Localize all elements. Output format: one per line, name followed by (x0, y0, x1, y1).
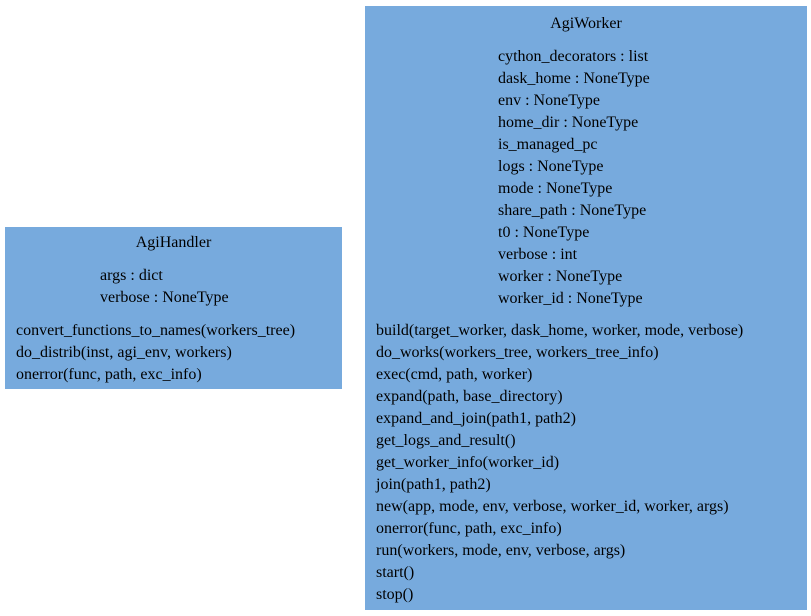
class-box-agihandler: AgiHandler args : dict verbose : NoneTyp… (4, 226, 343, 390)
method-item: expand(path, base_directory) (376, 388, 563, 405)
class-name: AgiWorker (550, 15, 622, 32)
attribute-item: worker : NoneType (498, 268, 623, 285)
class-name: AgiHandler (135, 234, 212, 251)
method-item: onerror(func, path, exc_info) (16, 366, 202, 383)
attribute-item: verbose : int (498, 246, 578, 263)
method-item: build(target_worker, dask_home, worker, … (376, 322, 744, 339)
attribute-item: cython_decorators : list (498, 48, 649, 65)
attribute-item: t0 : NoneType (498, 224, 590, 241)
attribute-list: cython_decorators : list dask_home : Non… (498, 46, 650, 310)
method-item: stop() (376, 586, 414, 603)
attribute-item: mode : NoneType (498, 180, 613, 197)
method-item: expand_and_join(path1, path2) (376, 410, 576, 427)
method-list: convert_functions_to_names(workers_tree)… (16, 320, 295, 386)
method-item: onerror(func, path, exc_info) (376, 520, 562, 537)
attribute-item: dask_home : NoneType (498, 70, 650, 87)
attribute-item: env : NoneType (498, 92, 600, 109)
attribute-item: logs : NoneType (498, 158, 604, 175)
method-item: do_distrib(inst, agi_env, workers) (16, 344, 232, 361)
attribute-item: share_path : NoneType (498, 202, 647, 219)
method-item: do_works(workers_tree, workers_tree_info… (376, 344, 659, 361)
attribute-item: args : dict (100, 267, 163, 284)
attribute-item: home_dir : NoneType (498, 114, 639, 131)
method-item: exec(cmd, path, worker) (376, 366, 533, 383)
attribute-item: worker_id : NoneType (498, 290, 643, 307)
method-item: join(path1, path2) (376, 476, 491, 493)
attribute-item: is_managed_pc (498, 136, 598, 153)
method-item: get_worker_info(worker_id) (376, 454, 560, 471)
method-item: start() (376, 564, 415, 581)
class-box-agiworker: AgiWorker cython_decorators : list dask_… (364, 5, 808, 611)
method-item: run(workers, mode, env, verbose, args) (376, 542, 626, 559)
method-list: build(target_worker, dask_home, worker, … (376, 320, 743, 606)
attribute-list: args : dict verbose : NoneType (100, 265, 229, 309)
method-item: convert_functions_to_names(workers_tree) (16, 322, 296, 339)
method-item: get_logs_and_result() (376, 432, 516, 449)
method-item: new(app, mode, env, verbose, worker_id, … (376, 498, 729, 515)
attribute-item: verbose : NoneType (100, 289, 229, 306)
